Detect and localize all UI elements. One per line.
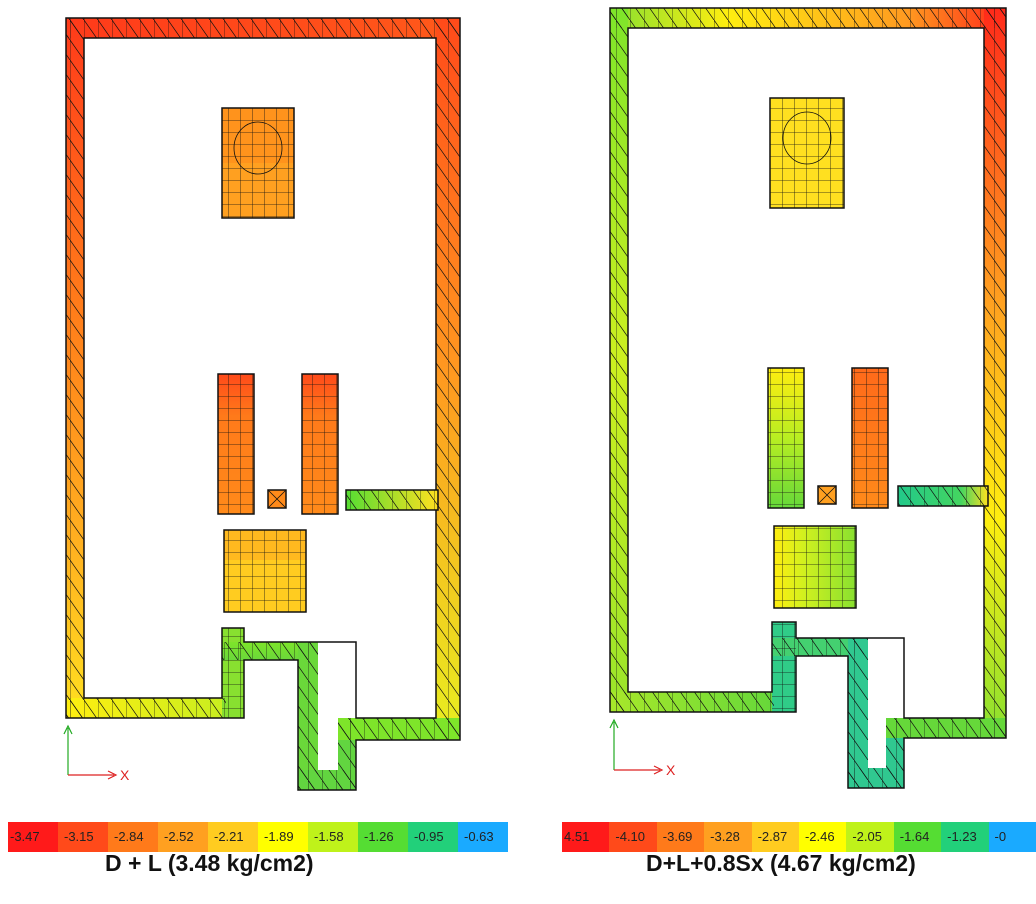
small-pier	[267, 489, 287, 509]
stress-contour-plot: X	[609, 7, 1007, 789]
legend-swatch: -0.63	[458, 822, 508, 852]
legend-swatch: -1.64	[893, 822, 942, 852]
legend-swatch: -2.21	[208, 822, 258, 852]
column-right	[851, 367, 889, 509]
legend-label: -1.26	[364, 829, 394, 844]
small-pier	[817, 485, 837, 505]
color-legend: 4.51 -4.10 -3.69 -3.28 -2.87 -2.46 -2.05 -1.64 -…	[562, 822, 1036, 852]
legend-label: -0.63	[464, 829, 494, 844]
legend-swatch: -0	[988, 822, 1036, 852]
legend-swatch: -3.28	[704, 822, 752, 852]
legend-swatch: -1.26	[358, 822, 408, 852]
legend-swatch: -3.15	[58, 822, 108, 852]
legend-swatch: 4.51	[562, 822, 610, 852]
legend-label: -1.58	[314, 829, 344, 844]
legend-swatch: -2.05	[846, 822, 894, 852]
legend-swatch: -2.46	[798, 822, 847, 852]
legend-label: -0	[994, 829, 1007, 844]
perimeter-wall	[65, 17, 461, 791]
legend-label: 4.51	[564, 829, 590, 844]
legend-swatch: -3.69	[656, 822, 705, 852]
interior-wall	[345, 489, 439, 511]
interior-wall	[897, 485, 989, 507]
legend-label: -2.05	[852, 829, 882, 844]
legend-label: -1.89	[264, 829, 294, 844]
legend-label: -3.47	[10, 829, 40, 844]
axis-indicator: X	[609, 718, 676, 778]
legend-swatch: -3.47	[8, 822, 58, 852]
legend-label: -1.23	[947, 829, 977, 844]
axis-indicator: X	[63, 724, 130, 783]
legend-swatch: -4.10	[609, 822, 657, 852]
legend-label: -2.52	[164, 829, 194, 844]
load-case-caption: D+L+0.8Sx (4.67 kg/cm2)	[646, 850, 916, 876]
legend-swatch: -1.89	[258, 822, 308, 852]
legend-label: -3.15	[64, 829, 94, 844]
top-core-block	[221, 107, 295, 219]
stress-contour-plot: X	[63, 17, 461, 791]
legend-swatch: -0.95	[408, 822, 458, 852]
legend-label: -2.87	[757, 829, 788, 844]
legend-label: -3.69	[662, 829, 693, 844]
legend-swatch: -1.58	[308, 822, 358, 852]
column-left	[217, 373, 255, 515]
legend-swatch: -2.84	[108, 822, 158, 852]
legend-label: -2.46	[804, 829, 835, 844]
footing-block	[773, 525, 857, 609]
color-legend: -3.47 -3.15 -2.84 -2.52 -2.21 -1.89 -1.58 -1.26…	[8, 822, 508, 852]
contour-panel-dl-sx: X 4.51 -4.10 -3.69 -3.28 -2.87 -2.46 -2.05 -1.6…	[518, 0, 1036, 904]
column-right	[301, 373, 339, 515]
legend-label: -4.10	[615, 829, 646, 844]
footing-block	[223, 529, 307, 613]
load-case-caption: D + L (3.48 kg/cm2)	[105, 850, 314, 876]
legend-swatch: -2.87	[751, 822, 799, 852]
legend-label: -3.28	[710, 829, 740, 844]
x-axis-label: X	[666, 762, 676, 778]
legend-swatch: -2.52	[158, 822, 208, 852]
column-left	[767, 367, 805, 509]
perimeter-wall	[609, 7, 1007, 789]
legend-label: -0.95	[414, 829, 444, 844]
legend-swatch: -1.23	[941, 822, 989, 852]
top-core-block	[769, 97, 845, 209]
legend-label: -1.64	[899, 829, 930, 844]
legend-label: -2.84	[114, 829, 144, 844]
x-axis-label: X	[120, 767, 130, 783]
legend-label: -2.21	[214, 829, 244, 844]
contour-panel-dl: X -3.47 -3.15 -2.84 -2.52 -2.21 -1.89 -1.58 -1.…	[8, 17, 508, 876]
